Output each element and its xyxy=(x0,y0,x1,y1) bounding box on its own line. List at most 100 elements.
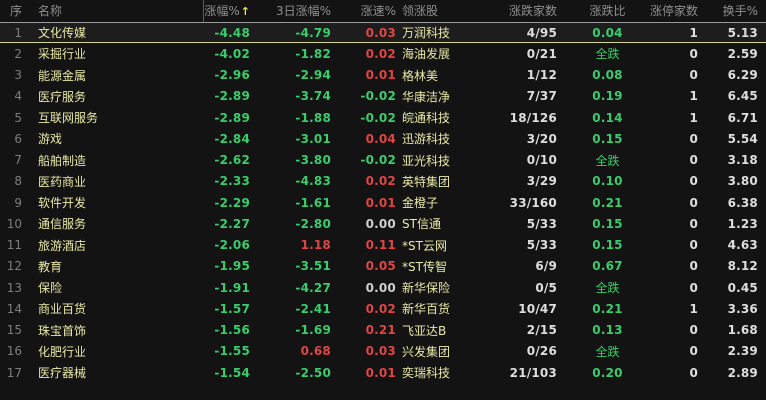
cell-turnover: 3.80 xyxy=(727,174,758,189)
cell-name: 保险 xyxy=(38,281,63,296)
cell-change3d: -1.69 xyxy=(295,323,331,338)
cell-limit: 0 xyxy=(689,153,698,168)
cell-limit: 0 xyxy=(689,131,698,146)
cell-ratio: 0.10 xyxy=(592,174,623,189)
cell-speed: 0.03 xyxy=(365,344,396,359)
cell-ratio: 0.19 xyxy=(592,89,623,104)
table-row[interactable]: 11 旅游酒店 -2.06 1.18 0.11 *ST云网 5/33 0.15 0 4.63 xyxy=(0,235,766,256)
table-row[interactable]: 12 教育 -1.95 -3.51 0.05 *ST传智 6/9 0.67 0 8.12 xyxy=(0,256,766,277)
cell-limit: 0 xyxy=(689,280,698,295)
cell-change3d: -2.50 xyxy=(295,365,331,380)
cell-limit: 0 xyxy=(689,323,698,338)
cell-speed: 0.02 xyxy=(365,301,396,316)
cell-name: 旅游酒店 xyxy=(38,238,87,253)
cell-seq: 12 xyxy=(6,259,22,274)
cell-seq: 6 xyxy=(14,131,22,146)
cell-updown: 21/103 xyxy=(509,365,557,380)
cell-seq: 16 xyxy=(6,344,22,359)
cell-speed: 0.00 xyxy=(365,216,396,231)
cell-change3d: -3.51 xyxy=(295,259,331,274)
table-row[interactable]: 5 互联网服务 -2.89 -1.88 -0.02 皖通科技 18/126 0.14 1 6.71 xyxy=(0,107,766,128)
cell-change: -4.48 xyxy=(214,25,250,40)
cell-leader: *ST传智 xyxy=(402,259,447,274)
cell-turnover: 6.45 xyxy=(727,89,758,104)
cell-change3d: 1.18 xyxy=(300,238,331,253)
table-row[interactable]: 2 采掘行业 -4.02 -1.82 0.02 海油发展 0/21 全跌 0 2.59 xyxy=(0,43,766,64)
sort-ascending-icon: ↑ xyxy=(240,5,250,18)
cell-name: 文化传媒 xyxy=(38,26,87,41)
cell-limit: 1 xyxy=(689,301,698,316)
cell-speed: 0.11 xyxy=(365,238,396,253)
cell-ratio: 0.15 xyxy=(592,131,623,146)
cell-seq: 5 xyxy=(14,110,22,125)
table-row[interactable]: 3 能源金属 -2.96 -2.94 0.01 格林美 1/12 0.08 0 6.29 xyxy=(0,65,766,86)
cell-leader: 格林美 xyxy=(402,68,439,83)
table-row[interactable]: 6 游戏 -2.84 -3.01 0.04 迅游科技 3/20 0.15 0 5.54 xyxy=(0,128,766,149)
cell-limit: 0 xyxy=(689,259,698,274)
cell-change3d: -1.88 xyxy=(295,110,331,125)
table-row[interactable]: 7 船舶制造 -2.62 -3.80 -0.02 亚光科技 0/10 全跌 0 3.18 xyxy=(0,150,766,171)
cell-change: -1.54 xyxy=(214,365,250,380)
cell-change: -1.91 xyxy=(214,280,250,295)
column-header-leader[interactable]: 领涨股 xyxy=(400,0,505,22)
cell-turnover: 2.39 xyxy=(727,344,758,359)
cell-ratio: 0.21 xyxy=(592,195,623,210)
cell-change3d: -3.74 xyxy=(295,89,331,104)
cell-ratio: 0.15 xyxy=(592,238,623,253)
column-header-updown[interactable]: 涨跌家数 xyxy=(505,0,565,22)
cell-updown: 10/47 xyxy=(518,301,557,316)
cell-turnover: 1.23 xyxy=(727,216,758,231)
cell-turnover: 6.29 xyxy=(727,68,758,83)
column-header-limit[interactable]: 涨停家数 xyxy=(650,0,704,22)
column-header-ratio[interactable]: 涨跌比 xyxy=(565,0,650,22)
cell-limit: 0 xyxy=(689,195,698,210)
column-header-label: 换手% xyxy=(722,4,758,18)
cell-leader: *ST云网 xyxy=(402,238,447,253)
cell-change3d: -2.94 xyxy=(295,68,331,83)
cell-speed: -0.02 xyxy=(360,89,396,104)
cell-speed: 0.03 xyxy=(365,25,396,40)
cell-change: -1.56 xyxy=(214,323,250,338)
cell-name: 化肥行业 xyxy=(38,344,87,359)
cell-leader: 英特集团 xyxy=(402,174,451,189)
cell-ratio: 0.67 xyxy=(592,259,623,274)
cell-limit: 0 xyxy=(689,216,698,231)
cell-leader: ST信通 xyxy=(402,217,441,232)
column-header-label: 涨跌家数 xyxy=(508,4,557,18)
table-row[interactable]: 4 医疗服务 -2.89 -3.74 -0.02 华康洁净 7/37 0.19 1 6.45 xyxy=(0,86,766,107)
cell-name: 采掘行业 xyxy=(38,47,87,62)
column-header-speed[interactable]: 涨速% xyxy=(337,0,400,22)
table-row[interactable]: 17 医疗器械 -1.54 -2.50 0.01 奕瑞科技 21/103 0.20 0 2.89 xyxy=(0,362,766,383)
cell-speed: 0.02 xyxy=(365,174,396,189)
cell-change3d: -2.41 xyxy=(295,301,331,316)
cell-speed: -0.02 xyxy=(360,110,396,125)
table-row[interactable]: 8 医药商业 -2.33 -4.83 0.02 英特集团 3/29 0.10 0 3.80 xyxy=(0,171,766,192)
cell-limit: 1 xyxy=(689,89,698,104)
column-header-name[interactable]: 名称 xyxy=(28,0,203,22)
table-row[interactable]: 14 商业百货 -1.57 -2.41 0.02 新华百货 10/47 0.21 1 3.36 xyxy=(0,298,766,319)
cell-limit: 1 xyxy=(689,25,698,40)
column-header-seq[interactable]: 序 xyxy=(0,0,28,22)
cell-change: -2.96 xyxy=(214,68,250,83)
cell-change3d: -4.83 xyxy=(295,174,331,189)
cell-change: -2.33 xyxy=(214,174,250,189)
cell-change3d: -1.82 xyxy=(295,46,331,61)
cell-updown: 2/15 xyxy=(526,323,557,338)
cell-seq: 13 xyxy=(6,280,22,295)
table-row-selected[interactable]: 1 文化传媒 -4.48 -4.79 0.03 万润科技 4/95 0.04 1 5.13 xyxy=(0,22,766,44)
column-header-label: 涨跌比 xyxy=(589,4,626,18)
table-row[interactable]: 16 化肥行业 -1.55 0.68 0.03 兴发集团 0/26 全跌 0 2.39 xyxy=(0,341,766,362)
table-row[interactable]: 13 保险 -1.91 -4.27 0.00 新华保险 0/5 全跌 0 0.45 xyxy=(0,277,766,298)
cell-limit: 0 xyxy=(689,174,698,189)
cell-change: -2.84 xyxy=(214,131,250,146)
table-row[interactable]: 10 通信服务 -2.27 -2.80 0.00 ST信通 5/33 0.15 0 1.23 xyxy=(0,213,766,234)
table-row[interactable]: 15 珠宝首饰 -1.56 -1.69 0.21 飞亚达B 2/15 0.13 0 1.68 xyxy=(0,320,766,341)
column-header-change3d[interactable]: 3日涨幅% xyxy=(256,0,337,22)
column-header-change[interactable]: 涨幅%↑ xyxy=(203,0,256,22)
column-header-turnover[interactable]: 换手% xyxy=(704,0,766,22)
cell-ratio: 0.21 xyxy=(592,301,623,316)
cell-change: -2.29 xyxy=(214,195,250,210)
table-row[interactable]: 9 软件开发 -2.29 -1.61 0.01 金橙子 33/160 0.21 0 6.38 xyxy=(0,192,766,213)
cell-seq: 10 xyxy=(6,216,22,231)
